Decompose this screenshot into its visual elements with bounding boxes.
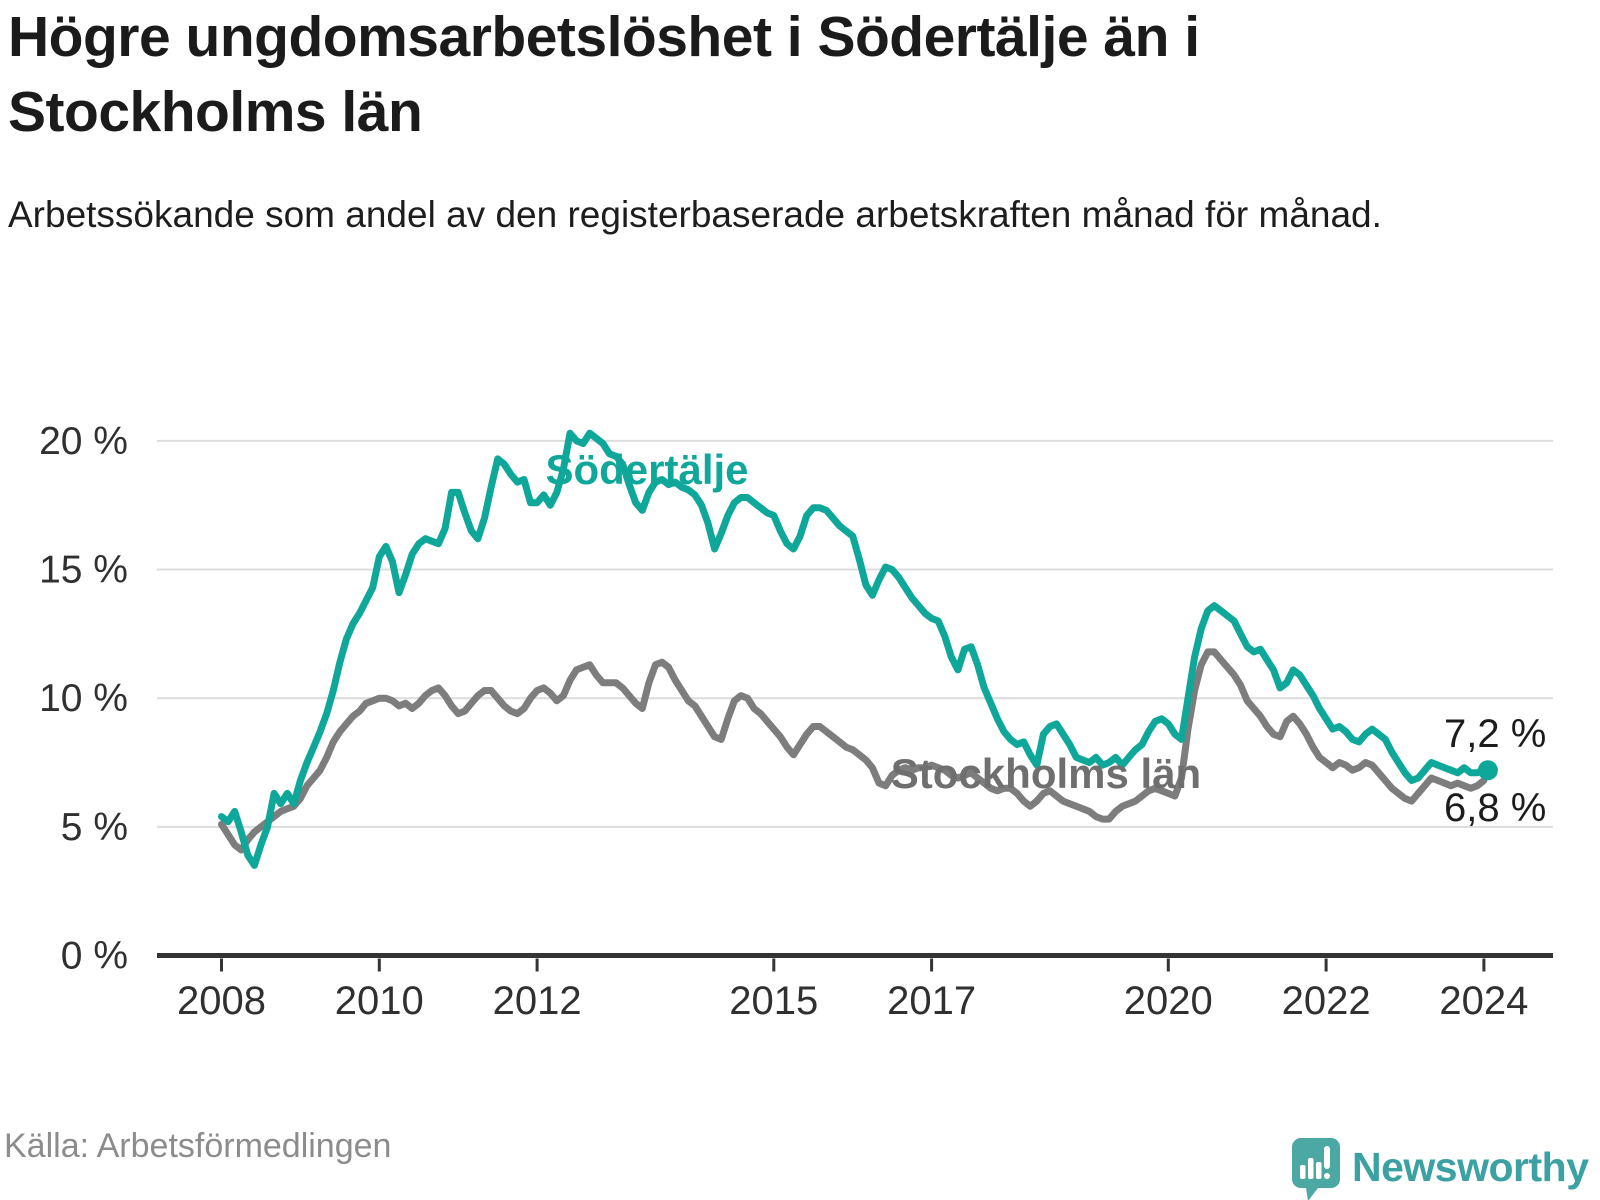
end-point-dot [1477, 760, 1498, 781]
x-axis-label: 2017 [887, 979, 976, 1023]
brand-wordmark: Newsworthy [1352, 1144, 1589, 1190]
x-axis-label: 2024 [1439, 979, 1528, 1023]
chart-subtitle: Arbetssökande som andel av den registerb… [8, 194, 1382, 235]
end-value-label-stockholms-lan: 6,8 % [1444, 786, 1546, 830]
x-axis-label: 2015 [729, 979, 818, 1023]
line-chart: 0 % 5 % 10 % 15 % 20 % 2008 2010 2012 2015 2017 20… [39, 420, 1553, 1023]
x-axis-label: 2012 [493, 979, 582, 1023]
x-axis-label: 2008 [177, 979, 266, 1023]
y-axis-label: 10 % [39, 677, 128, 720]
x-axis-label: 2010 [335, 979, 424, 1023]
series-label-s-dert-lje: Södertälje [545, 446, 748, 493]
x-axis-label: 2020 [1124, 979, 1213, 1023]
y-axis-label: 0 % [61, 935, 128, 978]
series-label-stockholms-l-n: Stockholms län [891, 750, 1201, 797]
y-axis-label: 5 % [61, 806, 128, 849]
y-axis-label: 20 % [39, 420, 128, 463]
newsworthy-logo-icon [1292, 1138, 1340, 1200]
y-axis-label: 15 % [39, 549, 128, 592]
end-value-label-sodertalje: 7,2 % [1444, 712, 1546, 756]
chart-title: Högre ungdomsarbetslöshet i Södertälje ä… [8, 5, 1200, 145]
x-axis-label: 2022 [1282, 979, 1371, 1023]
series-line-s-dert-lje [218, 429, 1488, 869]
source-note: Källa: Arbetsförmedlingen [4, 1127, 392, 1165]
series-line-stockholms-l-n [218, 648, 1488, 854]
